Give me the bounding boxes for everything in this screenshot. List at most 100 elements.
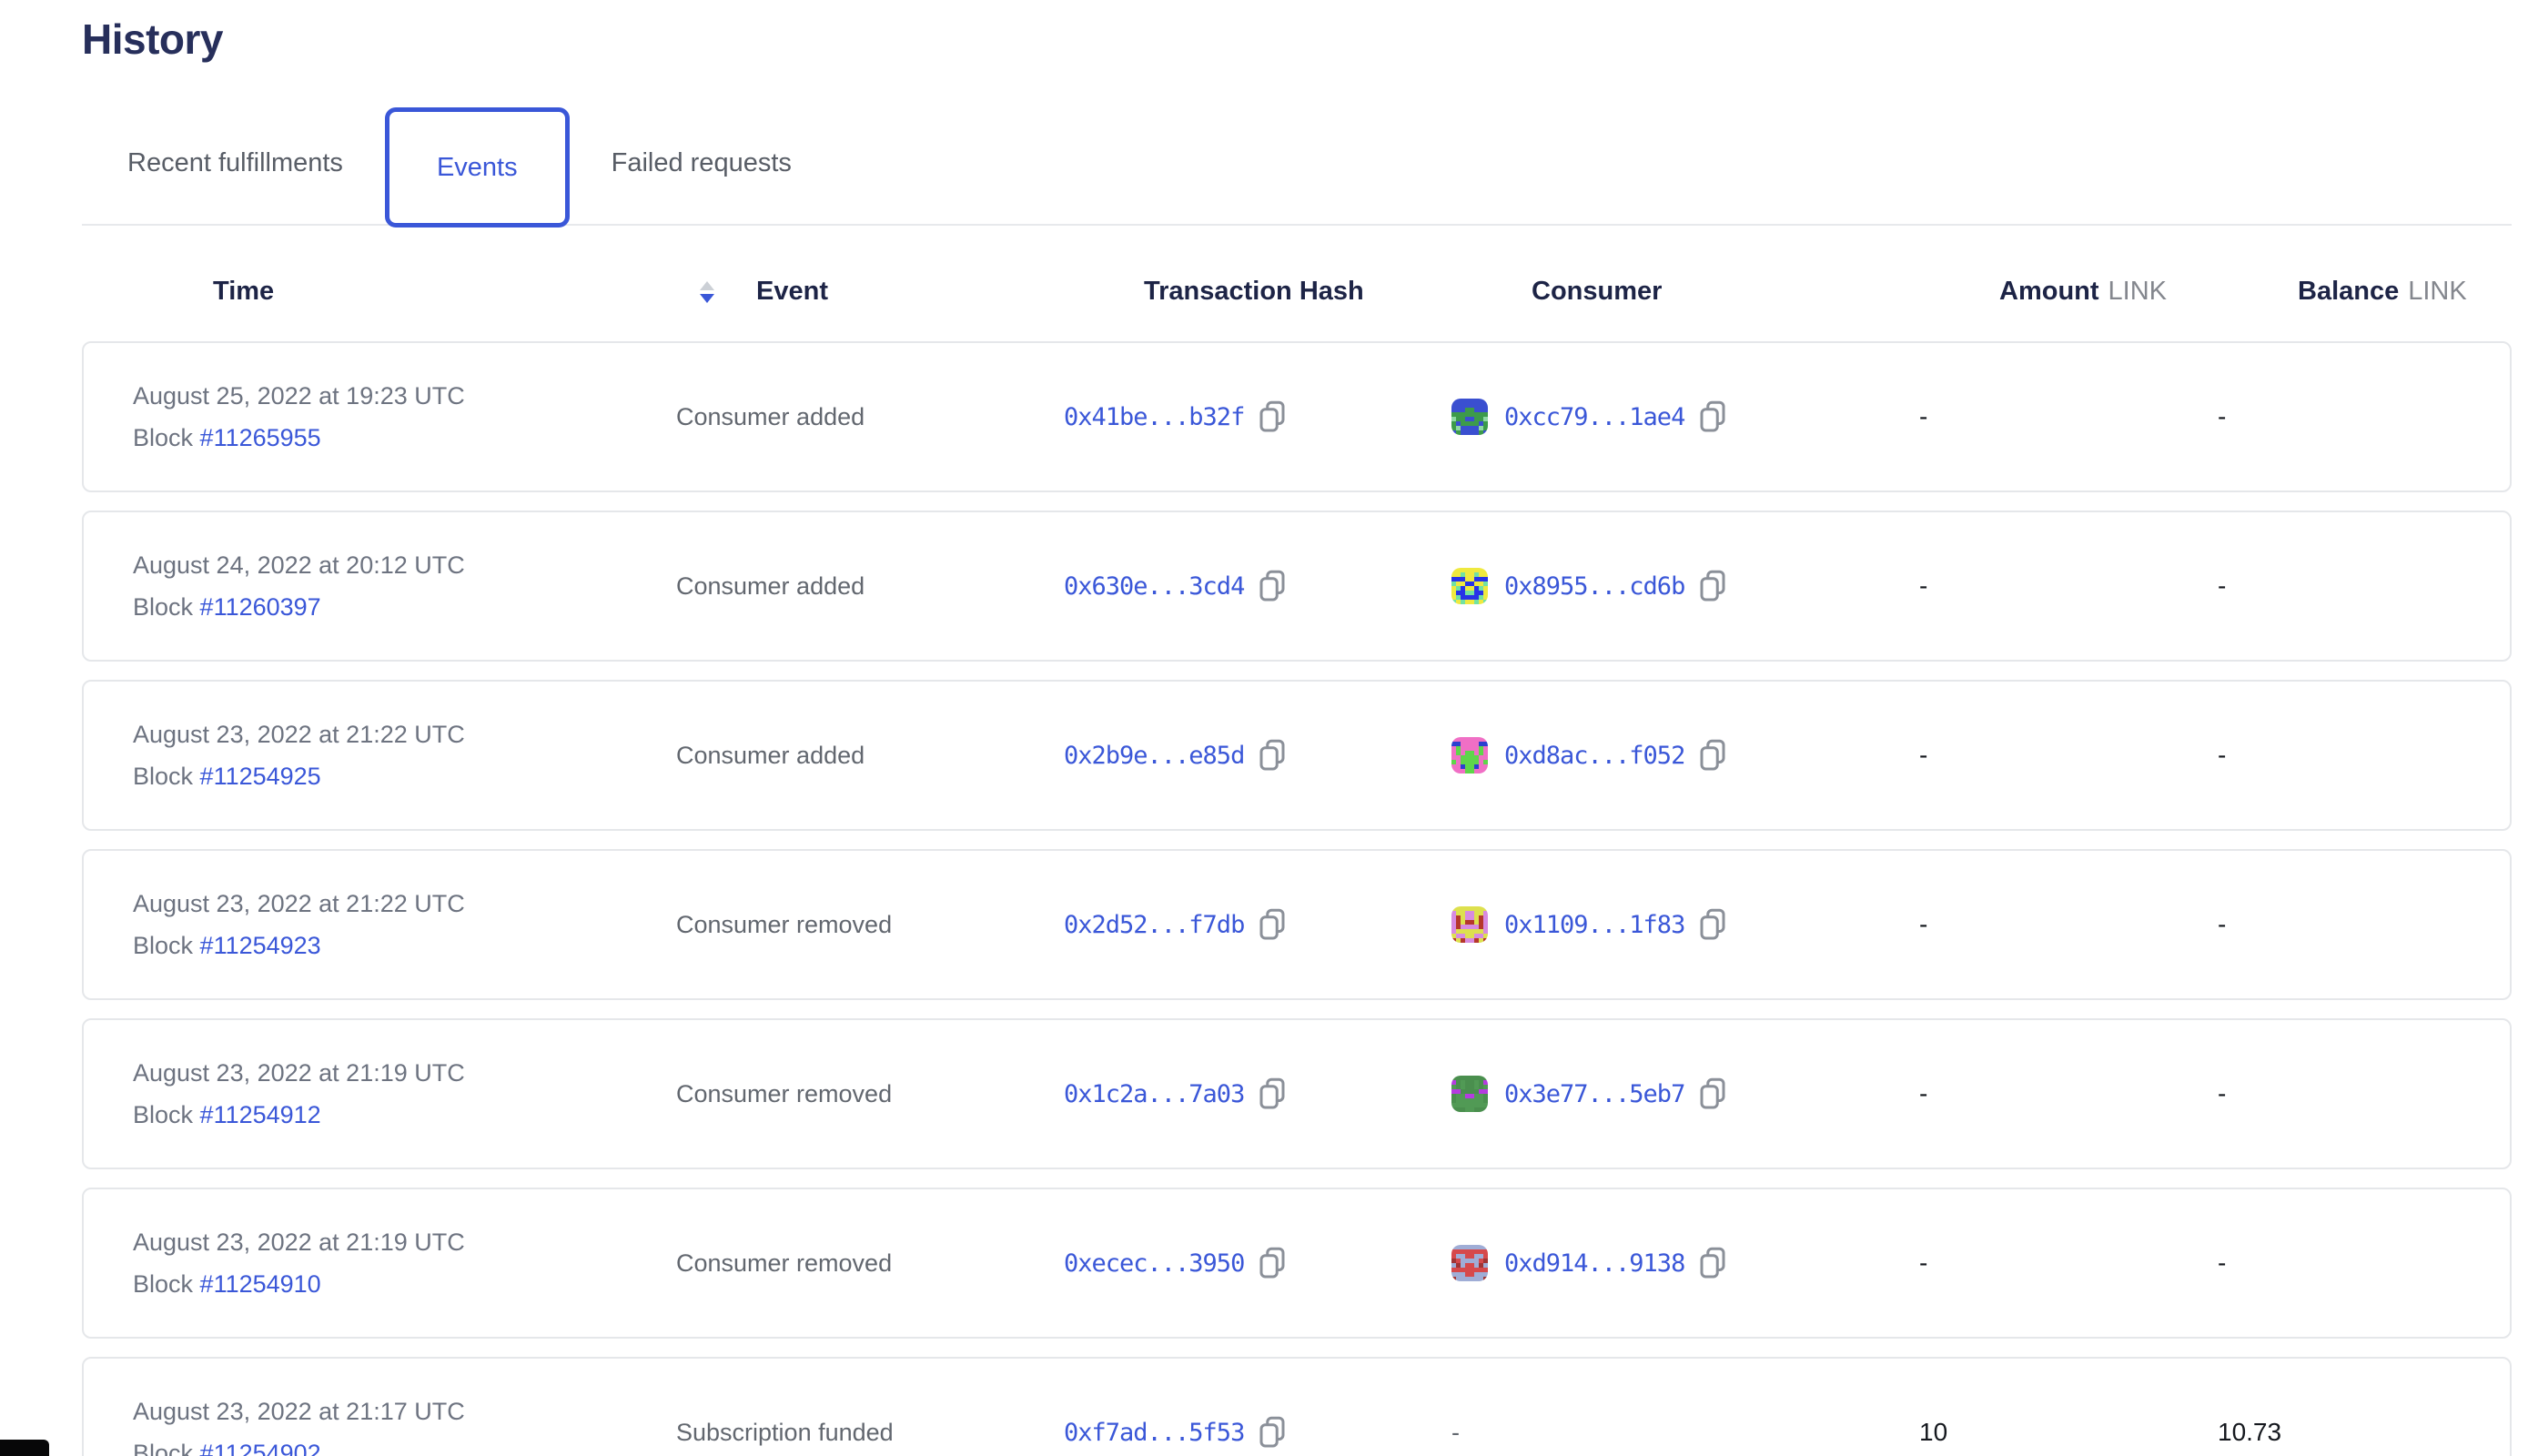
- copy-icon: [1259, 570, 1285, 602]
- event-date: August 23, 2022 at 21:17 UTC: [133, 1397, 465, 1425]
- column-header-time[interactable]: Time: [213, 277, 756, 307]
- transaction-hash-link[interactable]: 0x2b9e...e85d: [1064, 741, 1245, 770]
- consumer-identicon: [1451, 1076, 1488, 1112]
- copy-icon: [1259, 1416, 1285, 1448]
- consumer-empty: -: [1451, 1418, 1460, 1446]
- event-row: August 23, 2022 at 21:19 UTC Block #1125…: [82, 1018, 2512, 1169]
- transaction-hash-link[interactable]: 0x2d52...f7db: [1064, 910, 1245, 939]
- event-row: August 23, 2022 at 21:22 UTC Block #1125…: [82, 849, 2512, 1000]
- time-cell: August 23, 2022 at 21:19 UTC Block #1125…: [133, 1059, 676, 1129]
- event-date: August 25, 2022 at 19:23 UTC: [133, 381, 465, 410]
- copy-consumer-address-button[interactable]: [1699, 1247, 1726, 1279]
- consumer-address-link[interactable]: 0xd914...9138: [1504, 1249, 1685, 1278]
- copy-icon: [1700, 400, 1725, 432]
- transaction-hash-link[interactable]: 0x1c2a...7a03: [1064, 1079, 1245, 1108]
- sort-descending-icon[interactable]: [700, 280, 714, 303]
- block-number-link[interactable]: #11254902: [199, 1439, 321, 1456]
- block-label: Block: [133, 1439, 194, 1456]
- column-header-transaction-hash: Transaction Hash: [1144, 277, 1364, 306]
- copy-icon: [1700, 570, 1725, 602]
- consumer-identicon: [1451, 906, 1488, 943]
- block-number-link[interactable]: #11265955: [199, 423, 321, 451]
- transaction-hash-link[interactable]: 0x41be...b32f: [1064, 402, 1245, 431]
- copy-transaction-hash-button[interactable]: [1259, 1077, 1286, 1110]
- copy-icon: [1700, 1077, 1725, 1109]
- time-cell: August 23, 2022 at 21:22 UTC Block #1125…: [133, 721, 676, 791]
- amount-value: -: [1919, 741, 1928, 769]
- event-row: August 25, 2022 at 19:23 UTC Block #1126…: [82, 341, 2512, 492]
- table-header: Time Event Transaction Hash Consumer Amo…: [213, 277, 2528, 307]
- time-cell: August 23, 2022 at 21:22 UTC Block #1125…: [133, 890, 676, 960]
- event-type: Consumer added: [676, 741, 865, 769]
- block-number-link[interactable]: #11260397: [199, 592, 321, 621]
- copy-icon: [1259, 1077, 1285, 1109]
- balance-value: 10.73: [2218, 1418, 2282, 1446]
- event-type: Consumer removed: [676, 1249, 893, 1277]
- copy-icon: [1259, 739, 1285, 771]
- transaction-hash-cell: 0xf7ad...5f53: [1064, 1416, 1451, 1449]
- copy-transaction-hash-button[interactable]: [1259, 1416, 1286, 1449]
- balance-value: -: [2218, 402, 2227, 430]
- copy-transaction-hash-button[interactable]: [1259, 400, 1286, 433]
- copy-icon: [1700, 739, 1725, 771]
- time-cell: August 24, 2022 at 20:12 UTC Block #1126…: [133, 551, 676, 622]
- page-title: History: [82, 15, 223, 63]
- amount-value: -: [1919, 1079, 1928, 1107]
- transaction-hash-cell: 0x41be...b32f: [1064, 400, 1451, 433]
- tab-failed-requests[interactable]: Failed requests: [611, 147, 792, 177]
- copy-transaction-hash-button[interactable]: [1259, 908, 1286, 941]
- block-number-link[interactable]: #11254912: [199, 1100, 321, 1128]
- copy-icon: [1259, 908, 1285, 940]
- column-header-event: Event: [756, 277, 828, 306]
- copy-consumer-address-button[interactable]: [1699, 570, 1726, 602]
- transaction-hash-link[interactable]: 0xecec...3950: [1064, 1249, 1245, 1278]
- consumer-address-link[interactable]: 0xcc79...1ae4: [1504, 402, 1685, 431]
- consumer-address-link[interactable]: 0x1109...1f83: [1504, 910, 1685, 939]
- consumer-identicon: [1451, 568, 1488, 604]
- block-number-link[interactable]: #11254910: [199, 1269, 321, 1298]
- event-row: August 24, 2022 at 20:12 UTC Block #1126…: [82, 511, 2512, 662]
- copy-transaction-hash-button[interactable]: [1259, 1247, 1286, 1279]
- balance-value: -: [2218, 1079, 2227, 1107]
- event-date: August 23, 2022 at 21:19 UTC: [133, 1228, 465, 1256]
- copy-transaction-hash-button[interactable]: [1259, 739, 1286, 772]
- copy-consumer-address-button[interactable]: [1699, 400, 1726, 433]
- tab-recent-fulfillments[interactable]: Recent fulfillments: [127, 147, 343, 177]
- transaction-hash-cell: 0x2b9e...e85d: [1064, 739, 1451, 772]
- time-cell: August 23, 2022 at 21:19 UTC Block #1125…: [133, 1228, 676, 1299]
- event-type: Consumer added: [676, 571, 865, 600]
- copy-transaction-hash-button[interactable]: [1259, 570, 1286, 602]
- block-number-link[interactable]: #11254925: [199, 762, 321, 790]
- block-line: Block #11254923: [133, 932, 676, 960]
- consumer-identicon: [1451, 1245, 1488, 1281]
- block-number-link[interactable]: #11254923: [199, 931, 321, 959]
- balance-value: -: [2218, 741, 2227, 769]
- consumer-address-link[interactable]: 0x3e77...5eb7: [1504, 1079, 1685, 1108]
- block-label: Block: [133, 931, 194, 959]
- amount-value: 10: [1919, 1418, 1948, 1446]
- event-date: August 23, 2022 at 21:19 UTC: [133, 1058, 465, 1087]
- column-header-consumer: Consumer: [1532, 277, 1663, 306]
- consumer-cell: 0x1109...1f83: [1451, 906, 1919, 943]
- copy-icon: [1259, 1247, 1285, 1279]
- consumer-cell: 0xcc79...1ae4: [1451, 399, 1919, 435]
- copy-consumer-address-button[interactable]: [1699, 908, 1726, 941]
- amount-value: -: [1919, 1249, 1928, 1277]
- event-row: August 23, 2022 at 21:19 UTC Block #1125…: [82, 1188, 2512, 1339]
- transaction-hash-link[interactable]: 0xf7ad...5f53: [1064, 1418, 1245, 1447]
- copy-consumer-address-button[interactable]: [1699, 739, 1726, 772]
- block-line: Block #11254910: [133, 1270, 676, 1299]
- copy-consumer-address-button[interactable]: [1699, 1077, 1726, 1110]
- bottom-left-widget-edge: [0, 1440, 49, 1456]
- consumer-address-link[interactable]: 0xd8ac...f052: [1504, 741, 1685, 770]
- block-line: Block #11254925: [133, 763, 676, 791]
- consumer-address-link[interactable]: 0x8955...cd6b: [1504, 571, 1685, 601]
- event-date: August 24, 2022 at 20:12 UTC: [133, 551, 465, 579]
- tab-events[interactable]: Events: [384, 107, 570, 228]
- event-date: August 23, 2022 at 21:22 UTC: [133, 889, 465, 917]
- block-line: Block #11254902: [133, 1440, 676, 1456]
- time-cell: August 23, 2022 at 21:17 UTC Block #1125…: [133, 1398, 676, 1456]
- transaction-hash-link[interactable]: 0x630e...3cd4: [1064, 571, 1245, 601]
- transaction-hash-cell: 0xecec...3950: [1064, 1247, 1451, 1279]
- copy-icon: [1700, 908, 1725, 940]
